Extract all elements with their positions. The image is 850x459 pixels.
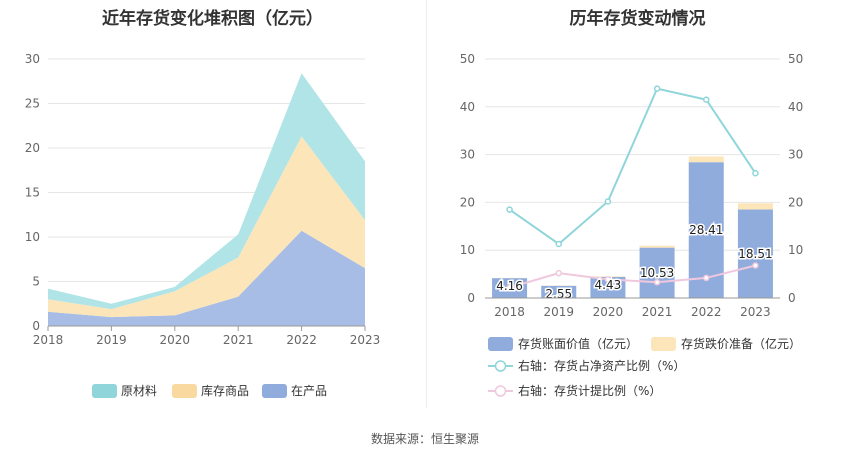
bar-value-label: 4.43 <box>595 278 622 292</box>
legend-marker <box>494 360 507 372</box>
x-tick-label: 2021 <box>642 305 673 319</box>
y-left-tick-label: 40 <box>460 100 475 114</box>
legend-label: 右轴：存货计提比例（%） <box>518 383 661 398</box>
x-tick-label: 2018 <box>33 333 64 347</box>
x-tick-label: 2019 <box>543 305 574 319</box>
bar-value-label: 28.41 <box>689 223 723 237</box>
legend-item: 右轴：存货计提比例（%） <box>488 383 661 398</box>
legend-label: 存货账面价值（亿元） <box>518 336 638 351</box>
legend-swatch <box>172 384 197 398</box>
x-tick-label: 2022 <box>286 333 317 347</box>
bar-impairment <box>688 156 724 163</box>
line-point <box>604 276 612 283</box>
x-tick-label: 2018 <box>494 305 525 319</box>
legend-marker <box>494 385 507 397</box>
line-point <box>604 198 612 205</box>
bar-impairment <box>639 245 675 248</box>
legend-item: 库存商品 <box>172 383 249 398</box>
y-tick-label: 5 <box>32 275 40 289</box>
area-在产品 <box>48 230 365 326</box>
stacked-area-chart: 0 5 10 15 20 25 30 2018 2019 2020 2021 2022 2023 原材料 库… <box>25 52 381 398</box>
area-库存商品 <box>48 136 365 318</box>
bar-book-value <box>639 247 675 298</box>
line-point <box>506 206 513 213</box>
bar-impairment <box>737 203 773 210</box>
line-point <box>506 284 513 291</box>
line-0 <box>509 87 757 246</box>
x-tick-label: 2021 <box>223 333 254 347</box>
y-right-tick-label: 10 <box>788 243 803 257</box>
y-left-tick-label: 30 <box>460 148 475 162</box>
bar-book-value <box>590 276 626 298</box>
bar-value-label: 2.55 <box>545 287 572 301</box>
line-point <box>555 240 562 248</box>
legend-swatch <box>262 384 287 398</box>
y-left-tick-label: 0 <box>467 291 475 305</box>
y-right-tick-label: 30 <box>788 148 803 162</box>
y-left-tick-label: 50 <box>460 52 475 66</box>
x-tick-label: 2020 <box>593 305 624 319</box>
bar-book-value <box>541 285 577 298</box>
legend-label: 库存商品 <box>201 383 249 398</box>
legend-swatch <box>651 337 676 351</box>
bar-book-value <box>737 209 773 298</box>
legend-swatch <box>92 384 117 398</box>
legend-label: 存货跌价准备（亿元） <box>681 336 801 351</box>
line-point <box>703 274 710 282</box>
y-tick-label: 30 <box>25 52 40 66</box>
y-tick-label: 25 <box>25 97 40 111</box>
y-tick-label: 10 <box>25 230 40 244</box>
y-right-tick-label: 0 <box>788 291 796 305</box>
x-tick-label: 2023 <box>350 333 381 347</box>
y-left-tick-label: 10 <box>460 243 475 257</box>
line-point <box>752 262 759 269</box>
x-tick-label: 2019 <box>96 333 127 347</box>
bar-value-label: 18.51 <box>738 247 772 261</box>
legend-label: 在产品 <box>291 384 327 398</box>
stacked-area-chart-panel: 近年存货变化堆积图（亿元） 0 5 10 15 20 25 30 2018 2019 2020 20… <box>0 0 425 415</box>
y-tick-label: 20 <box>25 141 40 155</box>
legend-item: 原材料 <box>92 384 157 398</box>
line-point <box>752 169 759 177</box>
y-tick-label: 15 <box>25 186 40 200</box>
x-tick-label: 2022 <box>691 305 722 319</box>
bar-value-label: 4.16 <box>496 279 523 293</box>
inventory-bar-chart-panel: 历年存货变动情况 0 0 10 10 20 20 30 30 40 40 50 50 4.16 2.55 4… <box>425 0 850 415</box>
legend-swatch <box>488 337 513 351</box>
y-left-tick-label: 20 <box>460 195 475 209</box>
data-source-footer: 数据来源：恒生聚源 <box>370 432 479 446</box>
line-point <box>703 96 710 103</box>
y-tick-label: 0 <box>32 319 40 333</box>
legend-label: 右轴：存货占净资产比例（%） <box>518 358 685 373</box>
legend-label: 原材料 <box>121 384 157 398</box>
legend-item: 右轴：存货占净资产比例（%） <box>488 358 685 373</box>
y-right-tick-label: 40 <box>788 100 803 114</box>
x-tick-label: 2023 <box>740 305 771 319</box>
right-chart-title: 历年存货变动情况 <box>569 9 706 29</box>
line-point <box>555 269 562 277</box>
x-tick-label: 2020 <box>160 333 191 347</box>
y-right-tick-label: 50 <box>788 52 803 66</box>
bar-value-label: 10.53 <box>640 266 674 280</box>
line-point <box>653 278 661 286</box>
legend-item: 存货跌价准备（亿元） <box>651 336 801 351</box>
left-chart-title: 近年存货变化堆积图（亿元） <box>102 9 323 29</box>
legend-item: 在产品 <box>262 384 327 398</box>
y-right-tick-label: 20 <box>788 195 803 209</box>
legend-item: 存货账面价值（亿元） <box>488 336 638 351</box>
line-point <box>653 85 661 92</box>
line-1 <box>509 264 756 289</box>
area-原材料 <box>48 73 365 310</box>
panel-divider <box>426 0 427 408</box>
